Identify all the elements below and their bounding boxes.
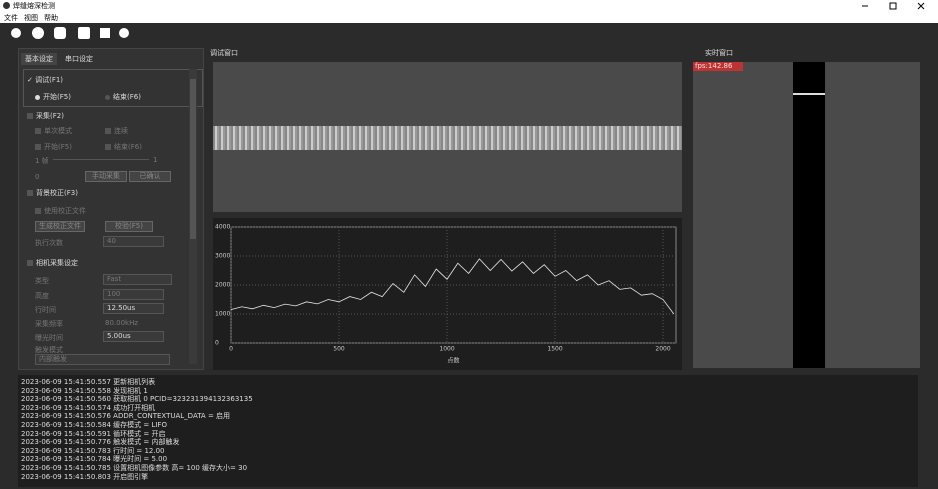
log-line: 2023-06-09 15:41:50.803 开启图引擎 [21,473,918,482]
left-panel: 基本设定 串口设定 ✓ 调试(F1) 开始(F5) 结束(F6) 采集(F2) … [18,48,204,370]
tool-stop[interactable] [100,28,110,38]
label: 相机采集设定 [36,259,78,267]
log-line: 2023-06-09 15:41:50.591 循环模式 = 开启 [21,430,918,439]
radio[interactable]: 开始(F5) [35,92,71,102]
image-strip [213,126,682,150]
tool-record[interactable] [119,28,129,38]
label: 开始(F5) [43,93,71,101]
button[interactable]: 已确认 [129,171,171,182]
x-tick-label: 0 [229,346,233,353]
slider[interactable] [53,159,149,160]
app-icon [3,2,10,9]
x-tick-label: 1500 [547,346,562,353]
checkbox[interactable]: 单次模式 [35,126,72,136]
spinbox[interactable]: 100 [103,289,164,300]
log-line: 2023-06-09 15:41:50.560 获取相机 0 PCID=3232… [21,395,918,404]
log-line: 2023-06-09 15:41:50.785 设置相机图像参数 高= 100 … [21,464,918,473]
checkbox[interactable]: 连续 [105,126,128,136]
menu-item[interactable]: 帮助 [44,13,58,23]
checkbox[interactable]: 结束(F6) [105,142,142,152]
app-title: 焊缝熔深检测 [13,1,55,11]
window-title: 实时窗口 [705,48,733,58]
log-line: 2023-06-09 15:41:50.776 触发模式 = 内部触发 [21,438,918,447]
tab[interactable]: 基本设定 [21,53,57,65]
window-controls[interactable] [850,0,938,12]
button[interactable]: 校验(F5) [105,221,153,232]
frames-label: 1 帧 [35,156,49,166]
log-line: 2023-06-09 15:41:50.584 缓存模式 = LIFO [21,421,918,430]
realtime-image [793,62,825,368]
checkbox[interactable]: 背景校正(F3) [27,188,78,198]
checkbox[interactable]: 采集(F2) [27,111,64,121]
field-label: 类型 [35,276,49,286]
field-label: 曝光时间 [35,333,63,343]
tool-clock[interactable] [32,27,44,39]
tool-capture[interactable] [54,27,66,39]
label: 背景校正(F3) [36,189,78,197]
scrollbar[interactable] [189,69,197,364]
app-window: 焊缝熔深检测 文件 视图 帮助 基本设定 串口设定 ✓ 调试(F1) 开始(F5… [0,0,938,489]
tab[interactable]: 串口设定 [61,53,97,65]
checkbox[interactable]: 开始(F5) [35,142,72,152]
combobox[interactable]: Fast [103,274,172,285]
log-line: 2023-06-09 15:41:50.558 发现相机 1 [21,387,918,396]
fps-label: fps:142.86 [693,62,743,71]
menu-bar: 文件 视图 帮助 [0,12,938,23]
y-tick-label: 4000 [215,224,230,231]
field-label: 执行次数 [35,238,63,248]
menu-item[interactable]: 文件 [4,13,18,23]
combobox[interactable]: 内部触发 [35,354,170,365]
field-label: 行时间 [35,305,56,315]
x-axis-label: 点数 [447,357,459,365]
label: 连续 [114,127,128,135]
y-tick-label: 3000 [215,253,230,260]
checkbox[interactable]: 相机采集设定 [27,258,78,268]
data-line [231,259,674,314]
checkbox[interactable]: 使用校正文件 [35,206,86,216]
spinbox[interactable]: 5.00us [103,331,164,342]
spinbox[interactable]: 40 [103,236,164,247]
frame-max: 1 [153,156,157,164]
label: 使用校正文件 [44,207,86,215]
image-view [213,62,682,212]
x-tick-label: 500 [333,346,345,353]
window-title: 调试窗口 [210,48,238,58]
title-bar: 焊缝熔深检测 [0,0,938,12]
label: 采集(F2) [36,112,64,120]
log-line: 2023-06-09 15:41:50.557 更新相机列表 [21,378,918,387]
log-line: 2023-06-09 15:41:50.784 曝光时间 = 5.00 [21,455,918,464]
realtime-view: fps:142.86 [693,62,920,368]
field-label: 高度 [35,291,49,301]
spinbox[interactable]: 12.50us [103,303,164,314]
label: 开始(F5) [44,143,72,151]
menu-item[interactable]: 视图 [24,13,38,23]
frame-min: 0 [35,173,39,181]
y-tick-label: 2000 [215,282,230,289]
button[interactable]: 生成校正文件 [35,221,85,232]
log-line: 2023-06-09 15:41:50.576 ADDR_CONTEXTUAL_… [21,412,918,421]
field-value: 80.00kHz [105,319,138,327]
x-tick-label: 1000 [439,346,454,353]
field-label: 采集频率 [35,319,63,329]
label: 调试(F1) [35,76,63,84]
tool-debug[interactable] [11,28,21,38]
tool-chart[interactable] [78,27,90,39]
radio[interactable]: 结束(F6) [105,92,141,102]
label: 单次模式 [44,127,72,135]
label: 结束(F6) [113,93,141,101]
button[interactable]: 手动采集 [85,171,127,182]
line-chart: 0 1000 2000 3000 4000 0 500 1000 1500 2000 点数 [213,218,682,370]
toolbar [0,23,200,43]
label: 结束(F6) [114,143,142,151]
y-tick-label: 1000 [215,311,230,318]
x-tick-label: 2000 [655,346,670,353]
y-tick-label: 0 [215,340,219,347]
checkbox[interactable]: ✓ 调试(F1) [27,75,63,85]
